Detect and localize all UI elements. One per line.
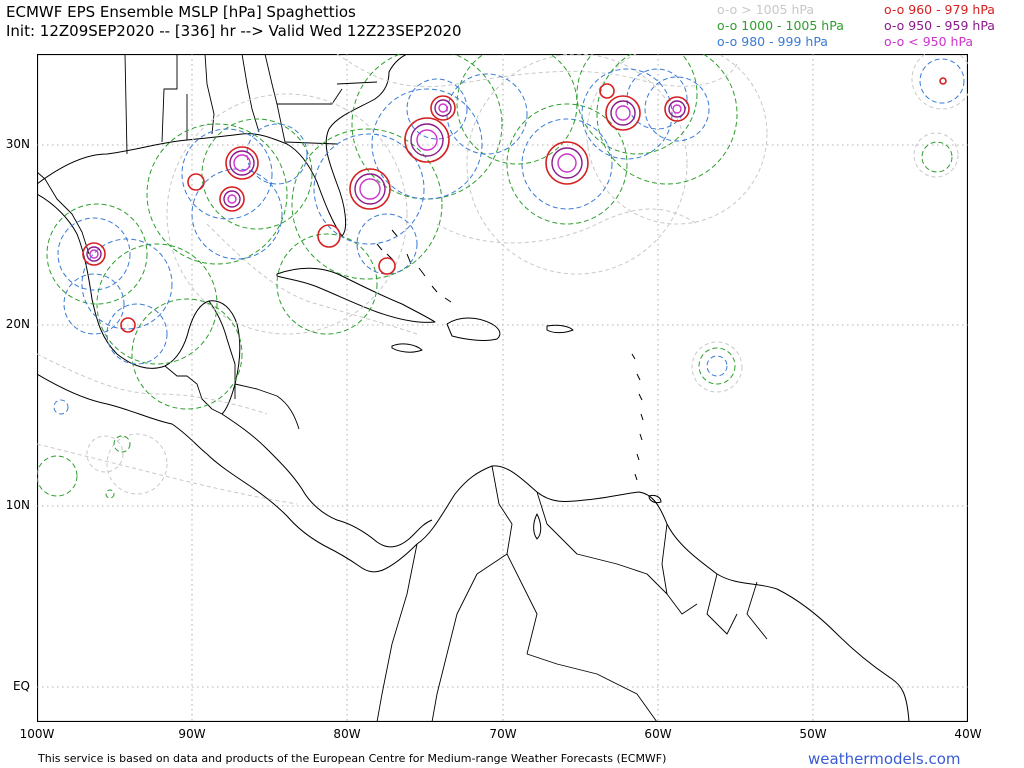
red-contours bbox=[82, 77, 947, 333]
map-border bbox=[37, 54, 968, 722]
blue-contours bbox=[53, 58, 965, 415]
lat-label-20n: 20N bbox=[5, 317, 30, 331]
lon-label-60w: 60W bbox=[644, 727, 672, 741]
lat-label-10n: 10N bbox=[5, 498, 30, 512]
brand-link[interactable]: weathermodels.com bbox=[808, 750, 961, 768]
legend-left-column: o-o > 1005 hPa o-o 1000 - 1005 hPa o-o 9… bbox=[717, 2, 844, 50]
legend-item-960-979: o-o 960 - 979 hPa bbox=[884, 2, 995, 17]
lat-label-eq: EQ bbox=[12, 679, 30, 693]
lon-label-90w: 90W bbox=[178, 727, 206, 741]
map-title: ECMWF EPS Ensemble MSLP [hPa] Spaghettio… bbox=[6, 3, 356, 21]
lon-label-80w: 80W bbox=[333, 727, 361, 741]
lon-label-50w: 50W bbox=[799, 727, 827, 741]
legend-item-980-999: o-o 980 - 999 hPa bbox=[717, 34, 828, 49]
gray-contours bbox=[37, 54, 968, 505]
legend-item-950-959: o-o 950 - 959 hPa bbox=[884, 18, 995, 33]
legend-item-below-950: o-o < 950 hPa bbox=[884, 34, 974, 49]
lat-label-30n: 30N bbox=[5, 137, 30, 151]
legend-right-column: o-o 960 - 979 hPa o-o 950 - 959 hPa o-o … bbox=[884, 2, 995, 50]
map-panel bbox=[37, 54, 968, 722]
purple-contours bbox=[86, 99, 686, 262]
coastlines bbox=[37, 54, 910, 722]
graticule bbox=[37, 54, 968, 722]
map-title-block: ECMWF EPS Ensemble MSLP [hPa] Spaghettio… bbox=[6, 3, 462, 41]
map-canvas bbox=[37, 54, 968, 722]
green-contours bbox=[37, 54, 953, 499]
ecmwf-disclaimer: This service is based on data and produc… bbox=[38, 752, 667, 765]
legend-item-above-1005: o-o > 1005 hPa bbox=[717, 2, 815, 17]
legend-item-1000-1005: o-o 1000 - 1005 hPa bbox=[717, 18, 844, 33]
magenta-contours bbox=[89, 103, 682, 259]
lon-label-70w: 70W bbox=[489, 727, 517, 741]
lon-label-40w: 40W bbox=[954, 727, 982, 741]
lon-label-100w: 100W bbox=[19, 727, 55, 741]
map-subtitle: Init: 12Z09SEP2020 -- [336] hr --> Valid… bbox=[6, 22, 462, 40]
